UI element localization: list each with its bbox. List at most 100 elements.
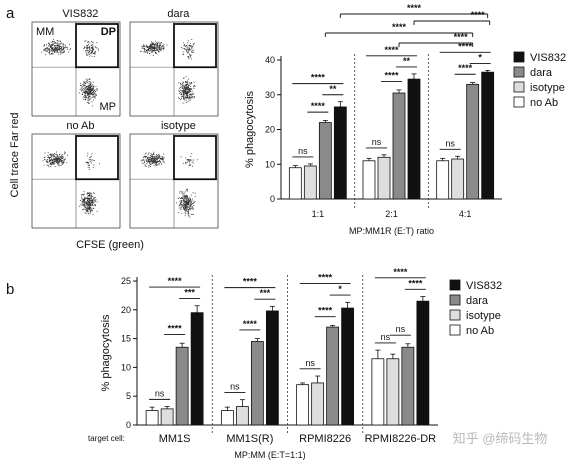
flow-event <box>192 93 194 95</box>
flow-event <box>50 162 52 164</box>
flow-event <box>157 47 158 49</box>
flow-event <box>162 158 164 160</box>
flow-event <box>188 87 190 88</box>
flow-event <box>49 162 51 164</box>
flow-event <box>148 50 149 51</box>
flow-event <box>191 204 193 205</box>
flow-event <box>189 201 191 203</box>
flow-event <box>88 213 89 215</box>
flow-event <box>55 156 57 158</box>
flow-event <box>54 51 55 53</box>
flow-event <box>191 213 192 215</box>
flow-event <box>184 48 186 49</box>
flow-event <box>146 159 148 161</box>
flow-event <box>143 160 145 162</box>
flow-event <box>158 51 159 53</box>
flow-event <box>66 162 68 164</box>
flow-event <box>90 199 92 201</box>
flow-event <box>182 163 184 164</box>
flow-event <box>84 94 86 96</box>
flow-event <box>51 43 53 45</box>
flow-event <box>91 55 93 57</box>
flow-event <box>154 158 155 160</box>
flow-event <box>188 49 190 51</box>
flow-event <box>159 49 161 51</box>
flow-event <box>155 44 157 46</box>
flow-event <box>188 84 190 86</box>
flow-event <box>184 89 186 91</box>
flow-event <box>47 157 49 159</box>
flow-event <box>192 214 194 215</box>
flow-event <box>178 207 180 209</box>
flow-event <box>186 195 187 197</box>
flow-event <box>155 157 157 159</box>
flow-event <box>83 201 85 202</box>
flow-event <box>194 85 196 87</box>
flow-event <box>46 164 48 166</box>
flow-event <box>185 202 187 204</box>
flow-event <box>83 82 85 84</box>
flow-event <box>149 163 151 165</box>
flow-event <box>183 192 185 194</box>
panel-label-b: b <box>6 281 14 298</box>
flow-event <box>58 40 60 42</box>
flow-event <box>58 45 60 47</box>
flow-event <box>89 204 91 206</box>
flow-event <box>184 201 186 202</box>
flow-event <box>186 88 187 90</box>
flow-event <box>153 160 155 162</box>
flow-event <box>89 55 91 57</box>
flow-event <box>159 155 161 157</box>
flow-event <box>157 43 159 44</box>
flow-event <box>86 92 88 94</box>
flow-event <box>181 200 183 202</box>
flow-event <box>57 42 59 44</box>
flow-event <box>92 93 94 95</box>
flow-event <box>187 202 189 204</box>
flow-event <box>88 192 90 194</box>
flow-event <box>180 84 182 86</box>
x-category-label: 1:1 <box>312 209 325 219</box>
flow-event <box>154 46 156 48</box>
flow-event <box>87 102 89 104</box>
flow-event <box>80 204 82 206</box>
flow-event <box>90 89 92 91</box>
significance-label: **** <box>393 267 408 277</box>
flow-event <box>89 79 90 80</box>
flow-event <box>87 87 89 89</box>
flow-event <box>147 46 149 48</box>
flow-event <box>80 90 82 92</box>
flow-event <box>151 41 152 43</box>
flow-event <box>156 43 158 45</box>
flow-event <box>54 45 56 47</box>
watermark-text: 知乎 @缔码生物 <box>453 431 548 446</box>
flow-event <box>184 195 186 197</box>
flow-event <box>191 94 193 96</box>
flow-event <box>86 209 88 211</box>
flow-event <box>86 204 88 206</box>
flow-event <box>91 202 93 203</box>
flow-event <box>184 191 186 193</box>
flow-event <box>154 161 156 163</box>
flow-event <box>86 54 87 56</box>
flow-event <box>182 206 184 208</box>
flow-event <box>187 40 189 42</box>
significance-label: **** <box>458 41 473 51</box>
flow-event <box>148 48 150 49</box>
bar <box>451 158 465 200</box>
flow-event <box>187 100 189 102</box>
flow-event <box>151 43 153 44</box>
flow-event <box>151 44 153 46</box>
flow-event <box>186 97 188 99</box>
flow-event <box>84 83 86 85</box>
flow-event <box>160 47 162 49</box>
flow-event <box>162 157 164 159</box>
flow-event <box>153 47 155 49</box>
y-tick-label: 20 <box>265 125 275 135</box>
flow-event <box>85 44 87 46</box>
flow-event <box>64 44 66 46</box>
flow-event <box>190 201 192 203</box>
flow-event <box>148 161 150 163</box>
flow-event <box>88 198 90 200</box>
flow-event <box>84 193 85 195</box>
